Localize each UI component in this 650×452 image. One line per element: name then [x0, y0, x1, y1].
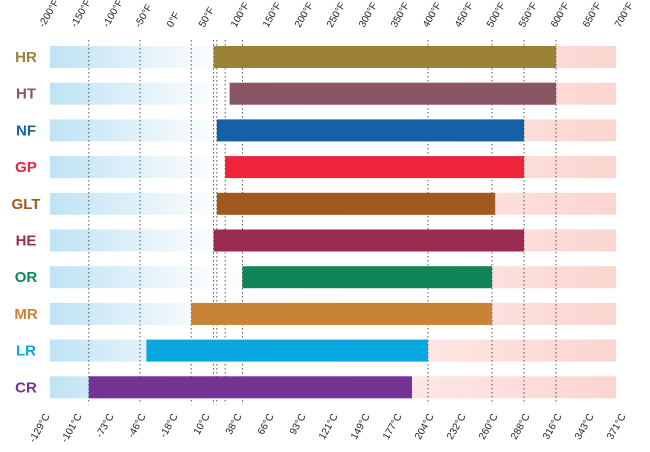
celsius-tick-labels: -129°C -101°C -73°C -46°C -18°C 10°C 38°C 66°C 9…: [27, 412, 628, 445]
x-tick-label-top: 550°F: [517, 1, 540, 30]
category-label-ht: HT: [16, 86, 36, 103]
x-tick-label-bottom: 371°C: [605, 412, 628, 442]
x-tick-label-bottom: 38°C: [224, 412, 245, 437]
x-tick-label-top: -50°F: [133, 3, 155, 30]
range-bars: [88, 46, 556, 399]
fahrenheit-tick-labels: -200°F -150°F -100°F -50°F 0°F 50°F 100°F 150°F…: [37, 0, 636, 30]
x-tick-label-bottom: 288°C: [509, 412, 532, 442]
category-label-nf: NF: [16, 122, 36, 139]
x-tick-label-top: 150°F: [261, 1, 284, 30]
bar-lr: [146, 339, 428, 362]
x-tick-label-bottom: 149°C: [349, 412, 372, 442]
x-tick-label-bottom: 177°C: [381, 412, 404, 442]
x-tick-label-bottom: -46°C: [126, 412, 148, 440]
x-tick-label-bottom: 204°C: [413, 412, 436, 442]
x-tick-label-top: 650°F: [581, 1, 604, 30]
bar-ht: [229, 82, 556, 105]
x-tick-label-bottom: -101°C: [59, 412, 84, 445]
x-tick-label-top: -100°F: [101, 0, 126, 30]
x-tick-label-bottom: 316°C: [541, 412, 564, 442]
x-tick-label-top: 600°F: [549, 1, 572, 30]
category-label-mr: MR: [14, 306, 37, 323]
category-labels: HR HT NF GP GLT HE OR MR LR CR: [12, 49, 41, 396]
category-label-hr: HR: [15, 49, 37, 66]
bar-cr: [88, 376, 413, 399]
x-tick-label-bottom: 121°C: [317, 412, 340, 442]
bar-mr: [191, 302, 492, 325]
bar-nf: [216, 119, 525, 142]
category-label-cr: CR: [15, 379, 37, 396]
x-tick-label-bottom: -73°C: [94, 412, 116, 440]
x-tick-label-top: -150°F: [69, 0, 94, 30]
category-label-gp: GP: [15, 159, 37, 176]
x-tick-label-top: 400°F: [421, 1, 444, 30]
x-tick-label-top: -200°F: [37, 0, 62, 30]
x-tick-label-bottom: 10°C: [192, 412, 213, 437]
bar-or: [242, 266, 492, 289]
x-tick-label-top: 0°F: [165, 10, 182, 29]
bar-hr: [213, 46, 556, 68]
x-tick-label-top: 700°F: [613, 1, 636, 30]
x-tick-label-bottom: 232°C: [445, 412, 468, 442]
x-tick-label-bottom: -18°C: [158, 412, 180, 440]
x-tick-label-top: 300°F: [357, 1, 380, 30]
bar-gp: [225, 156, 524, 179]
bar-he: [213, 229, 524, 252]
x-tick-label-top: 50°F: [197, 6, 217, 30]
x-tick-label-bottom: -129°C: [27, 412, 52, 445]
category-label-lr: LR: [16, 343, 36, 360]
x-tick-label-bottom: 260°C: [477, 412, 500, 442]
x-tick-label-top: 200°F: [293, 1, 316, 30]
x-tick-label-top: 450°F: [453, 1, 476, 30]
x-tick-label-top: 100°F: [229, 1, 252, 30]
category-label-glt: GLT: [12, 196, 41, 213]
x-tick-label-top: 350°F: [389, 1, 412, 30]
x-tick-label-top: 250°F: [325, 1, 348, 30]
x-tick-label-bottom: 343°C: [573, 412, 596, 442]
category-label-or: OR: [15, 269, 38, 286]
x-tick-label-top: 500°F: [485, 1, 508, 30]
x-tick-label-bottom: 66°C: [256, 412, 277, 437]
bar-glt: [216, 192, 496, 215]
category-label-he: HE: [16, 233, 37, 250]
x-tick-label-bottom: 93°C: [288, 412, 309, 437]
